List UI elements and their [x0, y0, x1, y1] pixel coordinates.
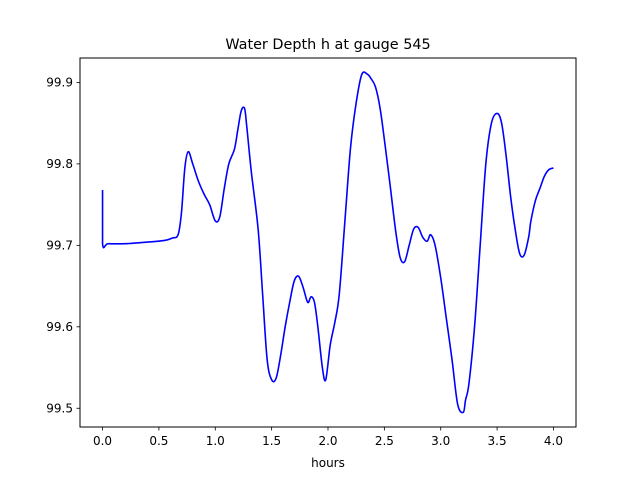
series-line	[101, 71, 554, 414]
x-tick-label: 3.5	[488, 434, 507, 448]
x-axis-label: hours	[311, 456, 345, 470]
chart-title: Water Depth h at gauge 545	[225, 37, 430, 53]
x-tick-label: 0.5	[149, 434, 168, 448]
x-axis-ticks: 0.0 0.5 1.0 1.5 2.0 2.5 3.0 3.5 4.0	[93, 427, 563, 448]
x-tick-label: 2.0	[318, 434, 337, 448]
x-tick-label: 1.5	[262, 434, 281, 448]
x-tick-label: 2.5	[375, 434, 394, 448]
x-tick-label: 0.0	[93, 434, 112, 448]
y-tick-label: 99.6	[46, 320, 73, 334]
x-tick-label: 3.0	[431, 434, 450, 448]
x-tick-label: 4.0	[544, 434, 563, 448]
y-tick-label: 99.7	[46, 238, 73, 252]
y-tick-label: 99.5	[46, 401, 73, 415]
y-tick-label: 99.9	[46, 75, 73, 89]
plot-frame	[79, 57, 577, 428]
x-tick-label: 1.0	[206, 434, 225, 448]
y-tick-label: 99.8	[46, 157, 73, 171]
series-layer	[101, 71, 554, 414]
y-axis-ticks: 99.5 99.6 99.7 99.8 99.9	[46, 75, 80, 415]
